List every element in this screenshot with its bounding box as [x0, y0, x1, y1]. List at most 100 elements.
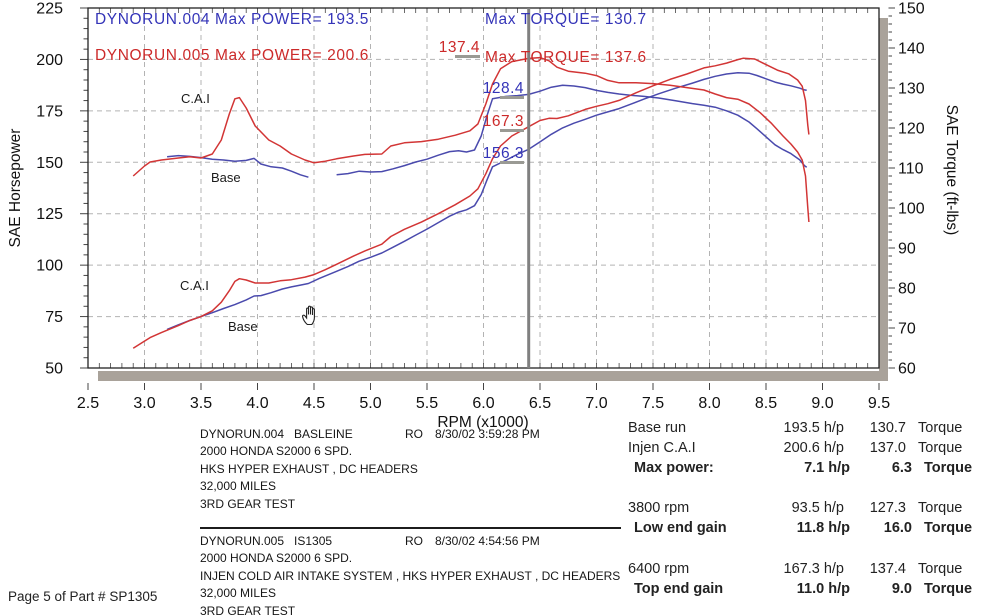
run-header: DYNORUN.005 IS1305 RO 8/30/02 4:54:56 PM — [200, 533, 630, 550]
run-separator-line — [200, 527, 621, 529]
cursor-readout-marker — [500, 129, 524, 132]
y-left-tick-label: 75 — [45, 309, 63, 326]
run-detail-line: INJEN COLD AIR INTAKE SYSTEM , HKS HYPER… — [200, 568, 621, 583]
result-label: Top end gain — [634, 581, 724, 597]
result-label: 6400 rpm — [628, 561, 690, 577]
y-right-tick-label: 120 — [898, 121, 925, 138]
run-ro: RO — [405, 534, 423, 548]
result-label: Injen C.A.I — [628, 440, 696, 456]
run-detail-line: 3RD GEAR TEST — [200, 496, 296, 511]
result-hp-value: 11.0 h/p — [796, 581, 850, 597]
run-detail-line: 3RD GEAR TEST — [200, 603, 296, 616]
x-tick-label: 7.5 — [642, 395, 664, 412]
y-left-tick-label: 100 — [36, 258, 63, 275]
x-tick-label: 3.5 — [190, 395, 212, 412]
plot-shadow-right — [879, 18, 888, 381]
cursor-readout-marker — [500, 96, 524, 99]
curve-label-base: Base — [228, 319, 258, 334]
legend-run2-power: DYNORUN.005 Max POWER= 200.6 — [95, 47, 369, 64]
x-tick-label: 3.0 — [133, 395, 155, 412]
y-left-tick-label: 225 — [36, 1, 63, 18]
y-right-axis-title: SAE Torque (ft-lbs) — [943, 105, 960, 236]
x-tick-label: 7.0 — [585, 395, 607, 412]
run-header: DYNORUN.004 BASLEINE RO 8/30/02 3:59:28 PM — [200, 426, 630, 443]
x-tick-label: 6.0 — [472, 395, 494, 412]
y-right-tick-label: 90 — [898, 241, 916, 258]
cursor-readout-marker — [500, 161, 524, 164]
x-tick-label: 4.0 — [246, 395, 268, 412]
base-torque-dynorun004-curve — [336, 84, 808, 176]
x-tick-label: 5.0 — [359, 395, 381, 412]
run-name: DYNORUN.005 IS1305 — [200, 534, 333, 548]
y-right-tick-label: 100 — [898, 201, 925, 218]
result-torque-unit: Torque — [918, 561, 963, 577]
legend-run1-torque: Max TORQUE= 130.7 — [485, 11, 647, 28]
y-left-tick-label: 50 — [45, 361, 63, 378]
injen-cai-horsepower-dynorun005-curve — [132, 57, 810, 349]
results-spacer — [628, 480, 986, 500]
curve-label-cai: C.A.I — [181, 91, 210, 106]
result-hp-value: 7.1 h/p — [804, 460, 850, 476]
result-hp-value: 93.5 h/p — [791, 500, 844, 516]
x-tick-label: 6.5 — [529, 395, 551, 412]
result-torque-value: 6.3 — [891, 460, 912, 476]
results-spacer — [628, 540, 986, 561]
legend-run2-torque: Max TORQUE= 137.6 — [485, 49, 647, 66]
y-left-tick-label: 125 — [36, 206, 63, 223]
page-footer: Page 5 of Part # SP1305 — [8, 589, 158, 604]
result-hp-value: 11.8 h/p — [796, 520, 850, 536]
plot-shadow-bottom — [98, 371, 888, 381]
cursor-readout-marker — [455, 55, 480, 58]
results-row: Max power: 7.1 h/p 6.3 Torque — [628, 460, 986, 480]
base-horsepower-dynorun004-curve — [166, 72, 807, 331]
results-row: 6400 rpm 167.3 h/p 137.4 Torque — [628, 561, 986, 581]
hand-grab-cursor-icon — [302, 305, 315, 326]
run-timestamp: 8/30/02 3:59:28 PM — [435, 427, 540, 441]
cursor-readout: 137.4 — [439, 39, 480, 56]
y-left-tick-label: 200 — [36, 52, 63, 69]
y-right-tick-label: 80 — [898, 281, 916, 298]
result-hp-value: 167.3 h/p — [783, 561, 844, 577]
result-torque-value: 127.3 — [869, 500, 906, 516]
result-label: 3800 rpm — [628, 500, 690, 516]
x-tick-label: 8.0 — [698, 395, 720, 412]
result-torque-unit: Torque — [924, 581, 973, 597]
y-left-axis-title: SAE Horsepower — [7, 129, 24, 248]
result-torque-value: 130.7 — [869, 420, 906, 436]
result-torque-value: 137.4 — [869, 561, 906, 577]
cursor-readout: 128.4 — [483, 80, 524, 97]
result-label: Max power: — [634, 460, 714, 476]
curve-label-base: Base — [211, 170, 241, 185]
result-hp-value: 193.5 h/p — [783, 420, 844, 436]
run1-info-block: DYNORUN.004 BASLEINE RO 8/30/02 3:59:28 PM… — [200, 426, 630, 513]
y-right-tick-label: 70 — [898, 321, 916, 338]
run-name: DYNORUN.004 BASLEINE — [200, 427, 353, 441]
run2-info-block: DYNORUN.005 IS1305 RO 8/30/02 4:54:56 PM 20… — [200, 533, 630, 616]
x-tick-label: 4.5 — [303, 395, 325, 412]
y-right-tick-label: 110 — [898, 161, 924, 178]
legend-run1-power: DYNORUN.004 Max POWER= 193.5 — [95, 11, 369, 28]
result-torque-unit: Torque — [918, 440, 963, 456]
cursor-readout: 167.3 — [483, 113, 524, 130]
dyno-chart: 50 75 100 125 150 175 200 225 60 70 80 90 100 110 120 1… — [7, 1, 960, 432]
results-row: Injen C.A.I 200.6 h/p 137.0 Torque — [628, 440, 986, 460]
result-torque-value: 9.0 — [891, 581, 912, 597]
run-detail-line: 2000 HONDA S2000 6 SPD. — [200, 444, 353, 459]
result-label: Low end gain — [634, 520, 727, 536]
run-timestamp: 8/30/02 4:54:56 PM — [435, 534, 540, 548]
result-torque-unit: Torque — [924, 520, 973, 536]
results-table: Base run 193.5 h/p 130.7 Torque Injen C.A.I 2… — [628, 420, 986, 601]
result-torque-unit: Torque — [918, 500, 963, 516]
result-torque-value: 137.0 — [869, 440, 906, 456]
run-detail-line: HKS HYPER EXHAUST , DC HEADERS — [200, 461, 418, 476]
injen-cai-torque-dynorun005-curve — [132, 56, 810, 223]
run-ro: RO — [405, 427, 423, 441]
result-torque-unit: Torque — [924, 460, 973, 476]
results-row: 3800 rpm 93.5 h/p 127.3 Torque — [628, 500, 986, 520]
result-hp-value: 200.6 h/p — [783, 440, 844, 456]
result-label: Base run — [628, 420, 687, 436]
result-torque-unit: Torque — [918, 420, 963, 436]
y-right-tick-label: 150 — [898, 1, 925, 18]
y-right-tick-label: 130 — [898, 81, 925, 98]
